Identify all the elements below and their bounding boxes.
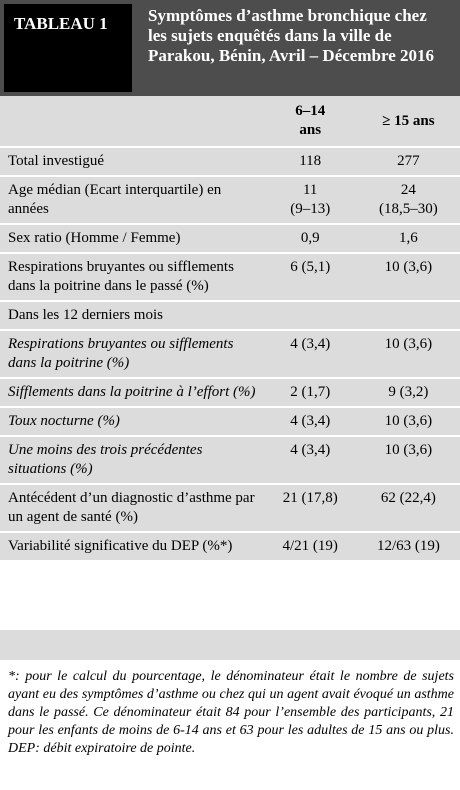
cell: 10 (3,6)	[356, 407, 460, 437]
cell: 62 (22,4)	[356, 484, 460, 533]
cell: 277	[356, 147, 460, 177]
cell-line: 12/63 (19)	[376, 538, 440, 554]
cell: 11 (9–13)	[263, 176, 357, 225]
cell: 10 (3,6)	[356, 436, 460, 485]
cell-line: 4 (3,4)	[290, 442, 331, 458]
cell: 6 (5,1)	[263, 253, 357, 302]
cell: 118	[263, 147, 357, 177]
row-label: Antécédent d’un diagnostic d’asthme par …	[0, 484, 264, 533]
cell-line: 24	[400, 182, 416, 198]
table-title: Symptômes d’asthme bronchique chez les s…	[148, 6, 434, 65]
cell: 21 (17,8)	[263, 484, 357, 533]
cell-line: 118	[299, 153, 322, 169]
sub-row: Respirations bruyantes ou sifflements da…	[0, 330, 460, 379]
table-footer-band	[0, 630, 460, 660]
row: Sex ratio (Homme / Femme) 0,9 1,6	[0, 224, 460, 254]
cell: 10 (3,6)	[356, 330, 460, 379]
sub-row: Une moins des trois précédentes situatio…	[0, 436, 460, 485]
table: 6–14 ans ≥ 15 ans Total investigué 118 277 Age…	[0, 96, 460, 562]
cell: 10 (3,6)	[356, 253, 460, 302]
row: Age médian (Ecart interquartile) en anné…	[0, 176, 460, 225]
row-label: Toux nocturne (%)	[0, 407, 264, 437]
row-label: Une moins des trois précédentes situatio…	[0, 436, 264, 485]
cell-line: (18,5–30)	[379, 201, 438, 217]
cell-line: 10 (3,6)	[384, 336, 433, 352]
header-cell	[0, 96, 264, 148]
cell: 9 (3,2)	[356, 378, 460, 408]
cell-line: 4 (3,4)	[290, 413, 331, 429]
row: Antécédent d’un diagnostic d’asthme par …	[0, 484, 460, 533]
row-label: Dans les 12 derniers mois	[0, 301, 460, 331]
row-label: Variabilité significative du DEP (%*)	[0, 532, 264, 562]
column-header: ≥ 15 ans	[356, 96, 460, 148]
cell-line: 10 (3,6)	[384, 413, 433, 429]
cell-line: 10 (3,6)	[384, 259, 433, 275]
row: Total investigué 118 277	[0, 147, 460, 177]
cell-line: 0,9	[300, 230, 320, 246]
row: Variabilité significative du DEP (%*) 4/2…	[0, 532, 460, 562]
cell-line: 10 (3,6)	[384, 442, 433, 458]
row-label: Sex ratio (Homme / Femme)	[0, 224, 264, 254]
cell-line: 6 (5,1)	[290, 259, 331, 275]
cell-line: 11	[302, 182, 318, 198]
cell: 0,9	[263, 224, 357, 254]
cell: 4 (3,4)	[263, 407, 357, 437]
cell: 4 (3,4)	[263, 330, 357, 379]
cell-line: 4/21 (19)	[282, 538, 338, 554]
row-label: Total investigué	[0, 147, 264, 177]
cell-line: 9 (3,2)	[388, 384, 429, 400]
column-header-line: ≥ 15 ans	[382, 112, 435, 129]
cell: 2 (1,7)	[263, 378, 357, 408]
row-label: Age médian (Ecart interquartile) en anné…	[0, 176, 264, 225]
header: TABLEAU 1 Symptômes d’asthme bronchique …	[0, 0, 460, 96]
row-label: Respirations bruyantes ou sifflements da…	[0, 253, 264, 302]
cell-line: 277	[397, 153, 420, 169]
cell: 4/21 (19)	[263, 532, 357, 562]
column-header-line: ans	[299, 122, 322, 138]
cell-line: 21 (17,8)	[282, 490, 338, 506]
footnote: *: pour le calcul du pourcentage, le dén…	[8, 669, 454, 756]
column-header: 6–14 ans	[263, 96, 357, 148]
cell-line: (9–13)	[290, 201, 331, 217]
row-label: Sifflements dans la poitrine à l’effort …	[0, 378, 264, 408]
row-label: Respirations bruyantes ou sifflements da…	[0, 330, 264, 379]
cell: 4 (3,4)	[263, 436, 357, 485]
cell-line: 1,6	[399, 230, 418, 246]
cell: 12/63 (19)	[356, 532, 460, 562]
column-header-line: 6–14	[295, 103, 326, 119]
header-row: 6–14 ans ≥ 15 ans	[0, 96, 460, 148]
sub-row: Sifflements dans la poitrine à l’effort …	[0, 378, 460, 408]
cell: 24 (18,5–30)	[356, 176, 460, 225]
cell-line: 2 (1,7)	[290, 384, 331, 400]
cell-line: 4 (3,4)	[290, 336, 331, 352]
cell-line: 62 (22,4)	[380, 490, 436, 506]
table-label: TABLEAU 1	[4, 4, 132, 92]
cell: 1,6	[356, 224, 460, 254]
table-body: 6–14 ans ≥ 15 ans Total investigué 118 277 Age…	[0, 96, 460, 562]
row: Dans les 12 derniers mois	[0, 301, 460, 331]
row: Respirations bruyantes ou sifflements da…	[0, 253, 460, 302]
sub-row: Toux nocturne (%) 4 (3,4) 10 (3,6)	[0, 407, 460, 437]
